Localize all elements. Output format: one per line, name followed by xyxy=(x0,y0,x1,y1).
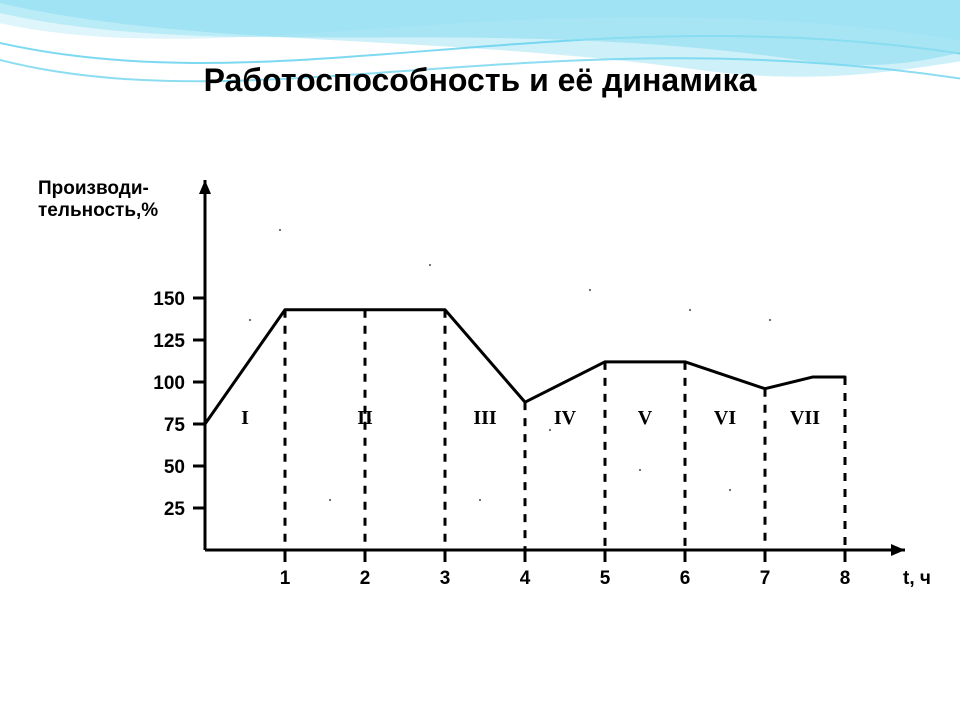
phase-label: I xyxy=(241,407,249,429)
y-axis-arrow xyxy=(199,180,211,194)
phase-label: VII xyxy=(790,407,820,429)
speck xyxy=(429,264,431,266)
speck xyxy=(279,229,281,231)
x-tick-label: 5 xyxy=(600,568,611,589)
speck xyxy=(729,489,731,491)
y-tick-label: 50 xyxy=(164,457,185,478)
productivity-chart: Производи-тельность,%2550751001251501234… xyxy=(30,170,930,610)
speck xyxy=(249,319,251,321)
y-tick-label: 25 xyxy=(164,499,186,520)
y-tick-label: 100 xyxy=(153,373,185,394)
y-tick-label: 75 xyxy=(164,415,186,436)
phase-label: II xyxy=(357,407,373,429)
phase-label: VI xyxy=(714,407,736,429)
page-title: Работоспособность и её динамика xyxy=(0,62,960,99)
x-tick-label: 4 xyxy=(520,568,531,589)
x-axis-label: t, час. xyxy=(903,568,930,589)
speck xyxy=(769,319,771,321)
x-tick-label: 2 xyxy=(360,568,371,589)
y-axis-label: Производи- xyxy=(38,178,149,199)
x-tick-label: 8 xyxy=(840,568,851,589)
x-axis-arrow xyxy=(891,544,905,556)
speck xyxy=(369,419,371,421)
speck xyxy=(589,289,591,291)
speck xyxy=(689,309,691,311)
x-tick-label: 7 xyxy=(760,568,771,589)
x-tick-label: 1 xyxy=(280,568,291,589)
speck xyxy=(549,429,551,431)
speck xyxy=(479,499,481,501)
phase-label: IV xyxy=(554,407,577,429)
y-tick-label: 150 xyxy=(153,289,185,310)
phase-label: III xyxy=(473,407,497,429)
y-tick-label: 125 xyxy=(153,331,185,352)
phase-label: V xyxy=(638,407,653,429)
speck xyxy=(329,499,331,501)
x-tick-label: 3 xyxy=(440,568,451,589)
x-tick-label: 6 xyxy=(680,568,691,589)
y-axis-label: тельность,% xyxy=(38,200,158,221)
speck xyxy=(639,469,641,471)
